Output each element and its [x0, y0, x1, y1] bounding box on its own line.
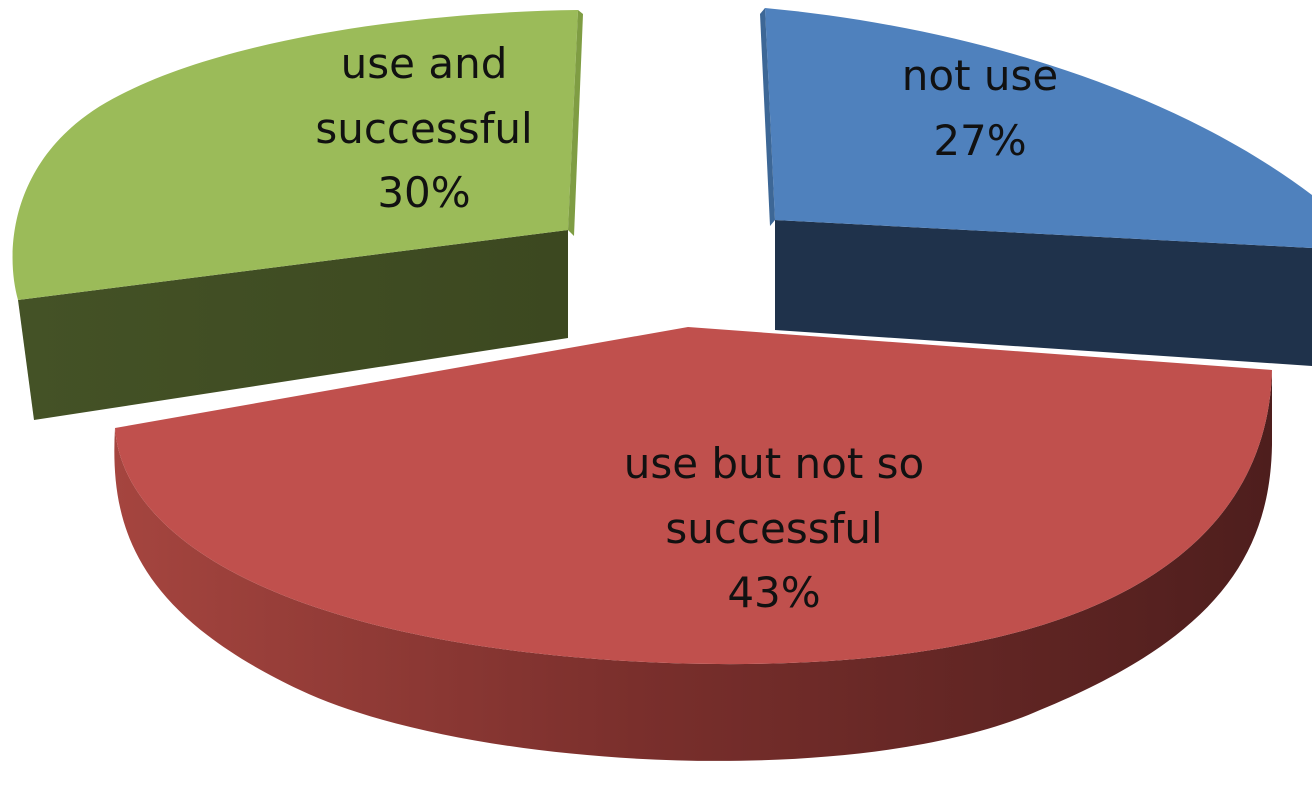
- slice-use-and-successful: [12, 10, 583, 420]
- label-not-use-pct: 27%: [933, 116, 1026, 165]
- label-use-and-successful-pct: 30%: [377, 168, 470, 217]
- label-use-and-successful-line2: successful: [315, 104, 532, 153]
- slice-use-and-successful-side: [18, 230, 568, 420]
- slice-not-use-side: [775, 220, 1312, 366]
- slice-not-use-top: [765, 8, 1312, 248]
- slice-not-use-edge: [760, 8, 775, 226]
- slice-use-and-successful-edge: [568, 10, 583, 236]
- slice-use-but-not-so-successful-top: [115, 327, 1272, 665]
- label-use-but-not-so-successful: use but not so successful 43%: [624, 439, 925, 617]
- slice-use-but-not-so-successful-side: [114, 370, 1273, 761]
- slice-use-but-not-so-successful: [114, 327, 1273, 761]
- label-use-and-successful: use and successful 30%: [315, 39, 532, 217]
- label-use-but-not-so-successful-line1: use but not so: [624, 439, 925, 488]
- label-use-and-successful-line1: use and: [341, 39, 508, 88]
- slice-not-use: [760, 8, 1312, 366]
- slice-use-and-successful-top: [12, 10, 578, 300]
- label-not-use: not use 27%: [902, 51, 1058, 165]
- label-not-use-line1: not use: [902, 51, 1058, 100]
- label-use-but-not-so-successful-line2: successful: [665, 504, 882, 553]
- label-use-but-not-so-successful-pct: 43%: [727, 568, 820, 617]
